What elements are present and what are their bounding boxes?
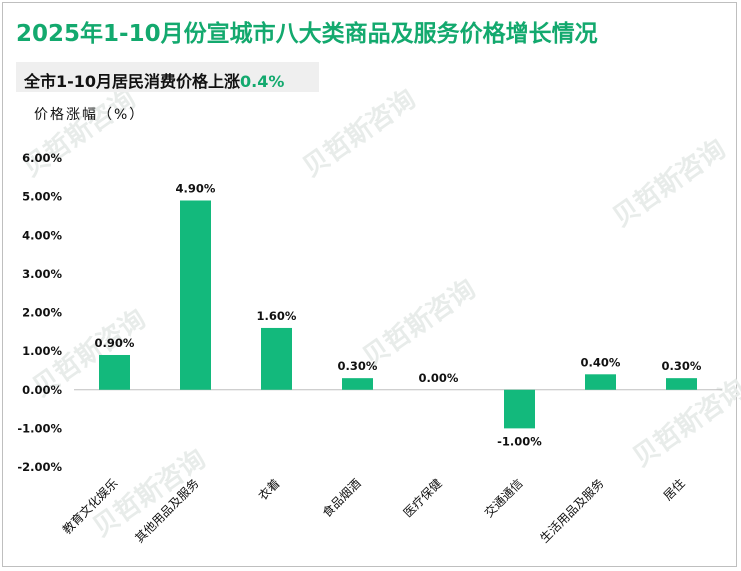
subtitle: 全市1-10月居民消费价格上涨0.4% <box>24 68 284 92</box>
category-label: 交通通信 <box>481 476 526 521</box>
bar <box>180 200 211 390</box>
category-label: 食品烟酒 <box>319 476 364 521</box>
y-tick-label: 4.00% <box>22 228 62 242</box>
subtitle-box: 全市1-10月居民消费价格上涨0.4% <box>16 62 319 92</box>
chart-title: 2025年1-10月份宣城市八大类商品及服务价格增长情况 <box>16 21 598 47</box>
bar <box>99 354 130 390</box>
data-label: 0.30% <box>338 359 378 373</box>
category-label: 医疗保健 <box>401 476 445 520</box>
y-tick-label: 0.00% <box>22 383 62 397</box>
bar <box>504 389 535 429</box>
category-label: 其他用品及服务 <box>132 476 202 546</box>
subtitle-prefix: 全市1-10月居民消费价格上涨 <box>24 72 241 91</box>
category-label: 居住 <box>661 476 688 503</box>
y-tick-label: 1.00% <box>22 344 62 358</box>
y-tick-label: 2.00% <box>22 306 62 320</box>
bar <box>342 378 373 390</box>
y-tick-label: -1.00% <box>17 421 62 435</box>
subtitle-value: 0.4% <box>240 72 285 91</box>
data-label: 0.30% <box>662 359 702 373</box>
data-label: 0.40% <box>581 355 621 369</box>
category-label: 教育文化娱乐 <box>59 476 121 538</box>
y-tick-label: 5.00% <box>22 190 62 204</box>
data-label: -1.00% <box>497 434 542 448</box>
bar <box>585 374 616 390</box>
y-tick-label: -2.00% <box>17 460 62 474</box>
category-label: 衣着 <box>255 476 283 504</box>
y-tick-label: 6.00% <box>22 151 62 165</box>
data-label: 4.90% <box>176 181 216 195</box>
data-label: 0.90% <box>95 336 135 350</box>
category-label: 生活用品及服务 <box>537 476 607 546</box>
bar <box>666 378 697 390</box>
data-label: 0.00% <box>419 371 459 385</box>
bar <box>261 327 292 390</box>
y-axis-label: 价格涨幅（%） <box>34 107 146 123</box>
y-tick-label: 3.00% <box>22 267 62 281</box>
data-label: 1.60% <box>257 309 297 323</box>
